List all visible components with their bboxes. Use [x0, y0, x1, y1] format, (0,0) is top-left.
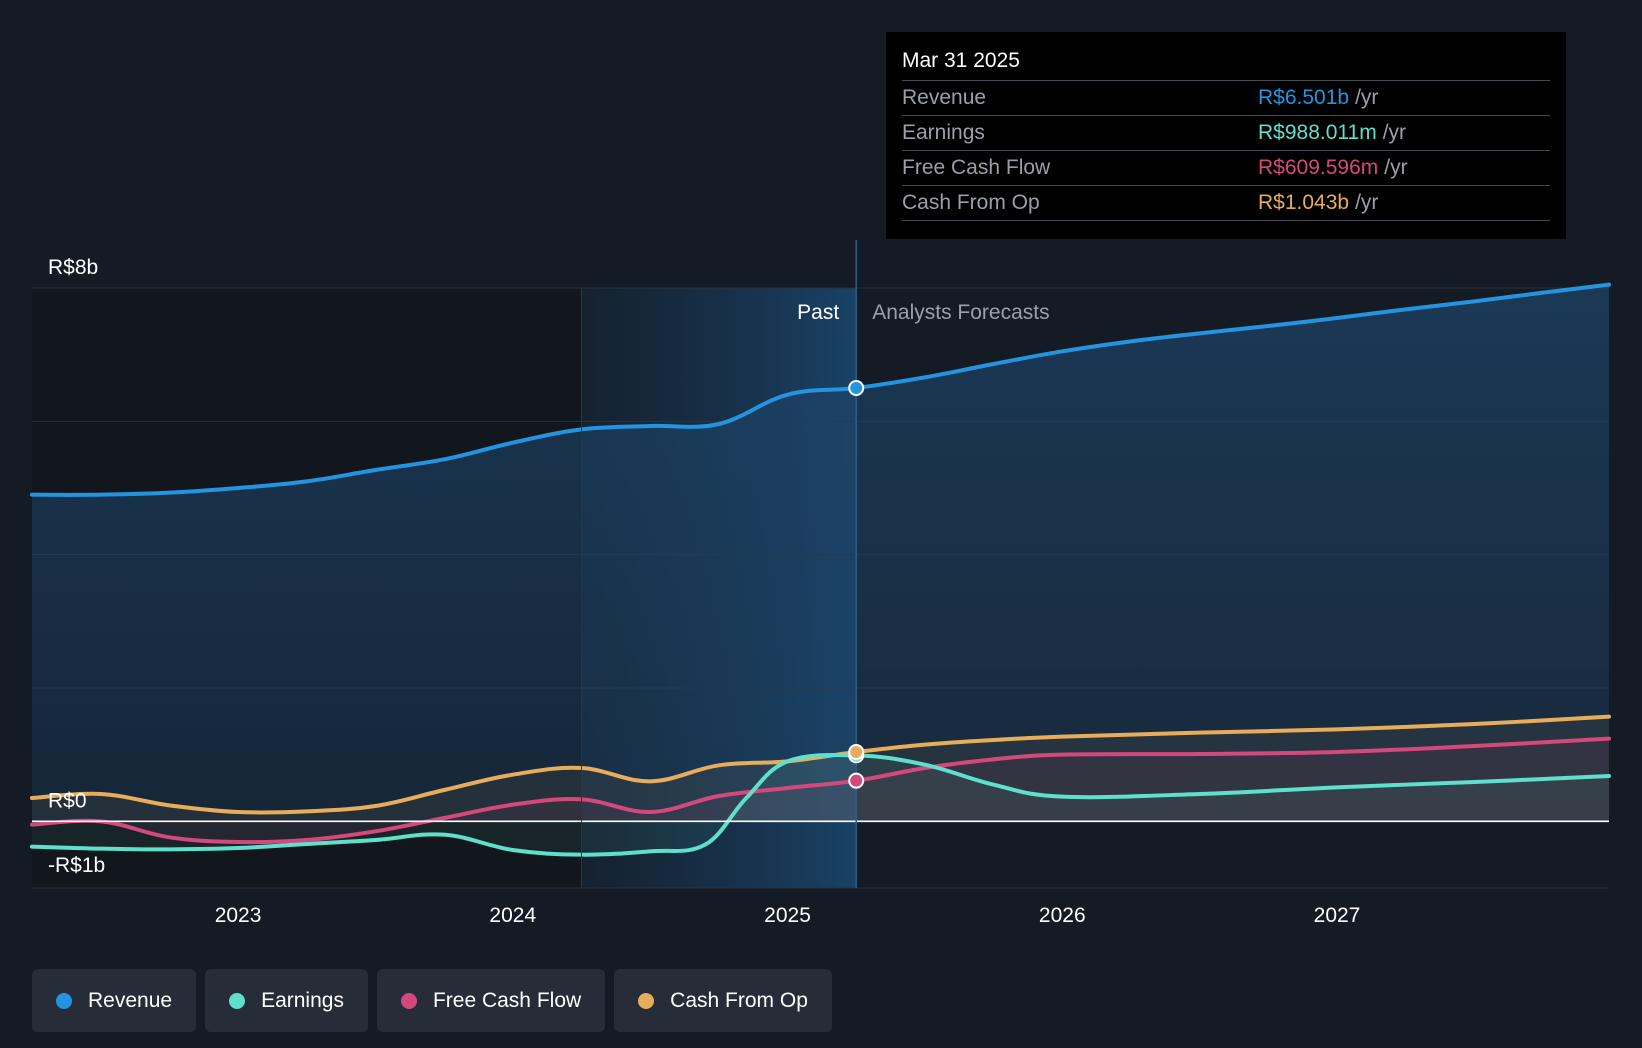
- tooltip-value: R$6.501b: [1258, 86, 1350, 109]
- revenue-line: [30, 282, 1611, 497]
- legend-dot-icon: [638, 992, 655, 1009]
- legend-label: Cash From Op: [670, 988, 808, 1012]
- tooltip-row-revenue: Revenue R$6.501b /yr: [902, 81, 1550, 116]
- revenue-marker: [848, 380, 865, 396]
- legend-label: Earnings: [261, 988, 344, 1012]
- tooltip-label: Revenue: [902, 86, 987, 109]
- tooltip-unit: /yr: [1355, 191, 1379, 214]
- tooltip-value: R$1.043b: [1258, 191, 1350, 214]
- earnings-line: [30, 752, 1611, 857]
- free-cash-flow-marker: [848, 772, 865, 789]
- tooltip-label: Free Cash Flow: [902, 156, 1051, 179]
- tooltip-row-earnings: Earnings R$988.011m /yr: [902, 116, 1550, 151]
- series-lines: [30, 282, 1611, 857]
- axis-labels: R$8b R$0 -R$1b 2023 2024 2025 2026 2027: [48, 256, 1360, 927]
- cash-from-op-marker: [848, 744, 865, 760]
- x-axis-tick-label: 2027: [1314, 904, 1361, 927]
- tooltip-row-free-cash-flow: Free Cash Flow R$609.596m /yr: [902, 151, 1550, 186]
- legend-item-revenue[interactable]: Revenue: [32, 969, 197, 1032]
- free-cash-flow-area: [32, 738, 1609, 843]
- y-axis-label: R$0: [48, 789, 87, 812]
- legend-dot-icon: [229, 992, 246, 1009]
- tooltip-unit: /yr: [1355, 86, 1379, 109]
- y-axis-label: R$8b: [48, 256, 98, 279]
- tooltip-label: Cash From Op: [902, 191, 1040, 214]
- cash-from-op-line: [30, 714, 1611, 815]
- y-axis-label: -R$1b: [48, 854, 105, 877]
- free-cash-flow-line: [30, 736, 1611, 845]
- x-axis-tick-label: 2026: [1039, 904, 1086, 927]
- x-axis-tick-label: 2023: [215, 904, 262, 927]
- legend-dot-icon: [400, 992, 417, 1009]
- legend-item-free-cash-flow[interactable]: Free Cash Flow: [376, 969, 606, 1032]
- tooltip: Mar 31 2025 Revenue R$6.501b /yr Earning…: [886, 32, 1566, 239]
- forecast-label: Analysts Forecasts: [872, 301, 1049, 324]
- series-areas: [32, 284, 1609, 855]
- tooltip-unit: /yr: [1384, 156, 1408, 179]
- tooltip-date: Mar 31 2025: [902, 46, 1550, 81]
- legend-label: Revenue: [88, 988, 173, 1012]
- past-label: Past: [797, 301, 839, 324]
- tooltip-label: Earnings: [902, 121, 985, 144]
- tooltip-value: R$988.011m: [1258, 121, 1377, 144]
- legend-label: Free Cash Flow: [432, 988, 582, 1012]
- revenue-area: [32, 284, 1609, 822]
- tooltip-row-cash-from-op: Cash From Op R$1.043b /yr: [902, 186, 1550, 221]
- legend-dot-icon: [56, 992, 72, 1009]
- legend-item-cash-from-op[interactable]: Cash From Op: [614, 969, 832, 1032]
- x-axis-tick-label: 2025: [764, 904, 811, 927]
- earnings-area: [32, 754, 1609, 855]
- x-axis-tick-label: 2024: [489, 904, 536, 927]
- legend: Revenue Earnings Free Cash Flow Cash Fro…: [32, 969, 832, 1032]
- series-markers: [848, 380, 865, 789]
- tooltip-unit: /yr: [1382, 121, 1407, 144]
- legend-item-earnings[interactable]: Earnings: [205, 969, 368, 1032]
- tooltip-value: R$609.596m: [1258, 156, 1379, 179]
